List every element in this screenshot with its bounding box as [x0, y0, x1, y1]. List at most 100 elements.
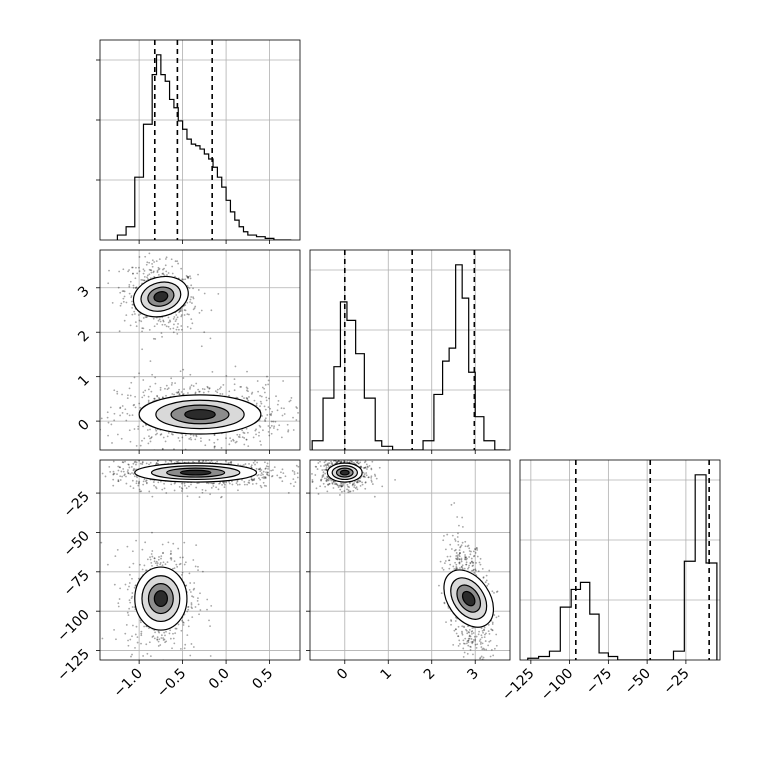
sample-point	[227, 462, 230, 465]
contour-3	[461, 590, 476, 607]
sample-point	[142, 279, 145, 282]
sample-point	[128, 566, 131, 569]
sample-point	[260, 472, 263, 474]
sample-point	[142, 327, 145, 330]
sample-point	[296, 472, 299, 475]
sample-point	[167, 455, 169, 457]
sample-point	[117, 479, 120, 481]
sample-point	[255, 404, 258, 407]
sample-point	[76, 407, 78, 409]
sample-point	[311, 481, 314, 483]
sample-point	[180, 629, 183, 632]
sample-point	[480, 634, 483, 637]
panel-0-ytick-label: 1	[75, 372, 93, 390]
sample-point	[178, 440, 181, 442]
sample-point	[163, 482, 165, 485]
sample-point	[158, 397, 160, 399]
sample-point	[188, 572, 191, 575]
sample-point	[168, 632, 171, 635]
sample-point	[204, 489, 207, 492]
sample-point	[262, 470, 265, 473]
sample-point	[336, 461, 339, 464]
sample-point	[145, 424, 147, 427]
sample-point	[485, 574, 488, 577]
sample-point	[260, 486, 263, 489]
sample-point	[192, 296, 194, 299]
sample-point	[112, 460, 115, 463]
sample-point	[482, 663, 484, 665]
sample-point	[151, 550, 154, 552]
sample-point	[343, 460, 346, 463]
sample-point	[346, 483, 349, 486]
sample-point	[164, 387, 166, 390]
sample-point	[262, 429, 264, 432]
sample-point	[293, 473, 296, 475]
sample-point	[151, 636, 154, 638]
sample-point	[472, 632, 475, 634]
sample-point	[177, 452, 179, 454]
sample-point	[340, 457, 342, 459]
sample-point	[177, 328, 180, 331]
sample-point	[140, 642, 142, 645]
sample-point	[141, 330, 143, 333]
sample-point	[142, 317, 145, 319]
sample-point	[485, 632, 487, 635]
sample-point	[326, 475, 329, 478]
sample-point	[443, 602, 446, 605]
sample-point	[265, 485, 268, 487]
sample-point	[197, 289, 200, 291]
sample-point	[337, 460, 340, 463]
sample-point	[207, 450, 209, 452]
sample-point	[149, 440, 152, 443]
sample-point	[326, 490, 329, 493]
sample-point	[472, 569, 475, 572]
sample-point	[112, 478, 115, 481]
sample-point	[362, 475, 365, 478]
sample-point	[128, 607, 131, 610]
sample-point	[198, 496, 201, 498]
sample-point	[219, 393, 222, 395]
sample-point	[192, 287, 194, 290]
sample-point	[113, 419, 116, 422]
sample-point	[116, 392, 119, 395]
sample-point	[364, 460, 367, 463]
sample-point	[220, 496, 222, 499]
sample-point	[145, 482, 148, 485]
sample-point	[186, 301, 189, 304]
sample-point	[443, 601, 446, 604]
sample-point	[487, 623, 490, 626]
sample-point	[293, 485, 295, 488]
sample-point	[479, 657, 481, 660]
sample-point	[182, 621, 185, 624]
sample-point	[147, 399, 150, 402]
sample-point	[155, 260, 158, 263]
sample-point	[243, 443, 246, 446]
sample-point	[192, 461, 194, 463]
sample-point	[370, 467, 373, 470]
sample-point	[229, 461, 232, 464]
sample-point	[174, 632, 177, 635]
sample-point	[181, 488, 184, 490]
sample-point	[176, 392, 179, 394]
sample-point	[333, 483, 336, 485]
sample-point	[149, 277, 152, 279]
sample-point	[490, 628, 493, 631]
sample-point	[159, 386, 162, 389]
sample-point	[335, 461, 338, 464]
sample-point	[167, 272, 170, 274]
sample-point	[211, 482, 214, 485]
sample-point	[117, 480, 120, 483]
sample-point	[133, 376, 136, 379]
sample-point	[175, 461, 178, 463]
sample-point	[135, 286, 138, 289]
sample-point	[238, 483, 241, 486]
sample-point	[359, 461, 362, 464]
sample-point	[485, 579, 488, 582]
sample-point	[157, 319, 160, 322]
sample-point	[108, 269, 110, 272]
sample-point	[154, 376, 157, 379]
sample-point	[114, 457, 116, 459]
sample-point	[455, 628, 457, 631]
sample-point	[146, 558, 149, 561]
sample-point	[477, 633, 480, 636]
